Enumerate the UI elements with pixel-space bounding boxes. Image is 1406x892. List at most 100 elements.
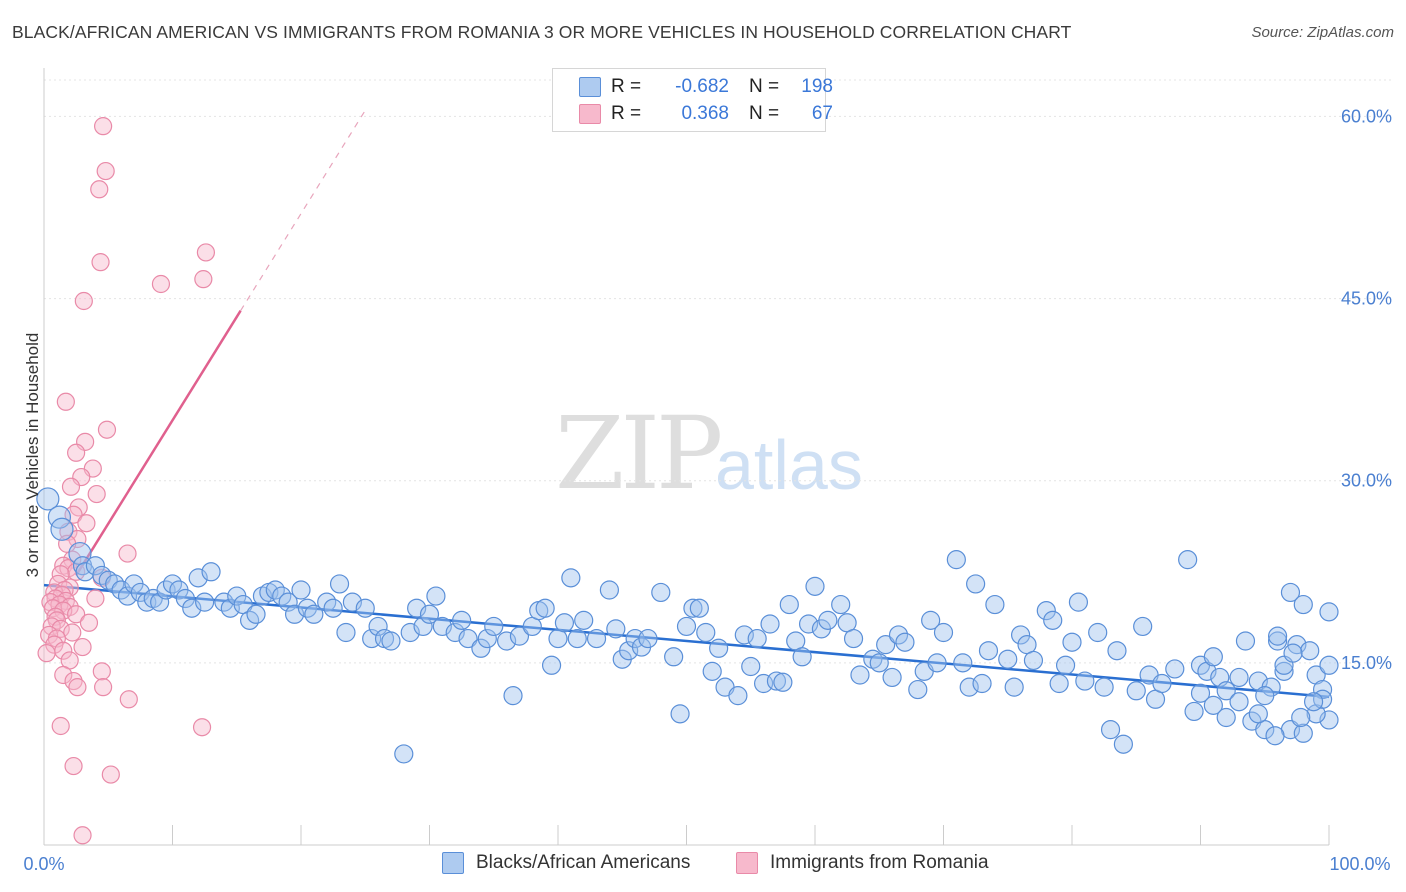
point-black bbox=[1203, 695, 1223, 715]
legend-n-value: 198 bbox=[801, 76, 833, 97]
point-black bbox=[323, 598, 343, 618]
stats-legend: R = -0.682 N = 198 R = 0.368 N = 67 bbox=[552, 68, 833, 132]
point-black bbox=[535, 598, 555, 618]
point-black bbox=[368, 616, 388, 637]
point-black bbox=[966, 574, 986, 594]
point-black bbox=[1293, 723, 1313, 743]
point-black bbox=[291, 580, 311, 600]
point-romania bbox=[196, 243, 216, 262]
point-black bbox=[869, 653, 889, 673]
point-romania bbox=[94, 117, 113, 136]
point-black bbox=[670, 704, 690, 724]
point-black bbox=[1267, 631, 1288, 651]
point-black bbox=[978, 641, 999, 661]
point-black bbox=[1303, 692, 1324, 712]
point-black bbox=[959, 677, 979, 697]
point-black bbox=[85, 556, 106, 576]
point-black bbox=[734, 625, 754, 645]
point-black bbox=[1229, 667, 1249, 688]
point-romania bbox=[67, 443, 86, 462]
point-romania bbox=[63, 623, 82, 642]
point-romania bbox=[151, 274, 171, 294]
point-black bbox=[876, 635, 896, 655]
point-black bbox=[1055, 655, 1076, 675]
point-black bbox=[150, 592, 170, 612]
point-black bbox=[946, 550, 966, 570]
point-romania bbox=[192, 718, 212, 737]
point-black bbox=[1248, 704, 1268, 724]
point-black bbox=[1267, 626, 1288, 646]
point-black bbox=[1152, 673, 1172, 694]
point-black bbox=[908, 679, 928, 700]
point-black bbox=[541, 655, 562, 675]
point-black bbox=[606, 619, 626, 639]
legend-n-value: 67 bbox=[811, 103, 833, 124]
series-romania-points bbox=[37, 117, 216, 845]
point-romania bbox=[56, 392, 75, 411]
point-black bbox=[554, 613, 575, 633]
legend-row-black: R = -0.682 N = 198 bbox=[553, 73, 833, 101]
point-black bbox=[117, 586, 138, 606]
point-black bbox=[709, 638, 729, 658]
point-black bbox=[741, 656, 761, 677]
point-black bbox=[1216, 681, 1236, 701]
point-black bbox=[1300, 641, 1320, 661]
point-black bbox=[766, 671, 787, 691]
point-black bbox=[567, 628, 587, 649]
point-black bbox=[471, 638, 491, 658]
point-black bbox=[1023, 650, 1044, 671]
point-black bbox=[888, 625, 909, 645]
point-black bbox=[419, 604, 440, 624]
legend-r-label: R = bbox=[611, 76, 642, 97]
point-romania bbox=[77, 514, 96, 533]
point-black bbox=[1235, 631, 1256, 651]
point-romania bbox=[96, 161, 115, 181]
point-black bbox=[1203, 647, 1223, 667]
legend-r-value: -0.682 bbox=[675, 76, 729, 97]
point-romania bbox=[101, 765, 120, 784]
point-black bbox=[953, 653, 973, 673]
point-black bbox=[484, 616, 504, 637]
point-black bbox=[329, 574, 350, 594]
watermark-atlas: atlas bbox=[715, 426, 863, 504]
legend-item-black: Blacks/African Americans bbox=[442, 852, 690, 874]
point-black bbox=[1319, 655, 1339, 675]
point-black bbox=[689, 598, 709, 618]
point-romania bbox=[51, 716, 70, 736]
point-black bbox=[933, 622, 954, 643]
point-romania bbox=[87, 484, 106, 504]
point-black bbox=[1184, 701, 1204, 722]
point-black bbox=[304, 604, 324, 624]
point-black bbox=[175, 588, 195, 609]
point-black bbox=[998, 649, 1018, 669]
point-black bbox=[921, 610, 941, 630]
point-black bbox=[1190, 683, 1211, 703]
point-black bbox=[1094, 677, 1114, 697]
point-black bbox=[1178, 550, 1198, 570]
point-romania bbox=[194, 270, 213, 289]
point-romania bbox=[61, 477, 81, 496]
point-black bbox=[98, 570, 118, 590]
y-tick-label: 30.0% bbox=[1341, 471, 1392, 491]
legend-swatch-romania bbox=[579, 104, 601, 124]
x-tick-label-max: 100.0% bbox=[1329, 854, 1390, 874]
point-black bbox=[792, 647, 812, 667]
point-black bbox=[574, 610, 594, 630]
point-romania bbox=[86, 589, 105, 608]
point-black bbox=[561, 568, 581, 588]
point-black bbox=[336, 622, 356, 643]
point-romania bbox=[37, 644, 56, 663]
point-black bbox=[1126, 681, 1146, 701]
point-black bbox=[413, 616, 433, 637]
point-black bbox=[381, 631, 401, 651]
point-romania bbox=[119, 690, 138, 709]
point-black bbox=[1133, 616, 1153, 637]
point-black bbox=[760, 614, 780, 634]
grid-lines bbox=[44, 79, 1392, 664]
point-black bbox=[1049, 673, 1069, 694]
point-black bbox=[452, 610, 472, 630]
point-black bbox=[696, 622, 716, 643]
point-black bbox=[458, 628, 478, 649]
trend-line-romania-extension bbox=[240, 110, 366, 312]
